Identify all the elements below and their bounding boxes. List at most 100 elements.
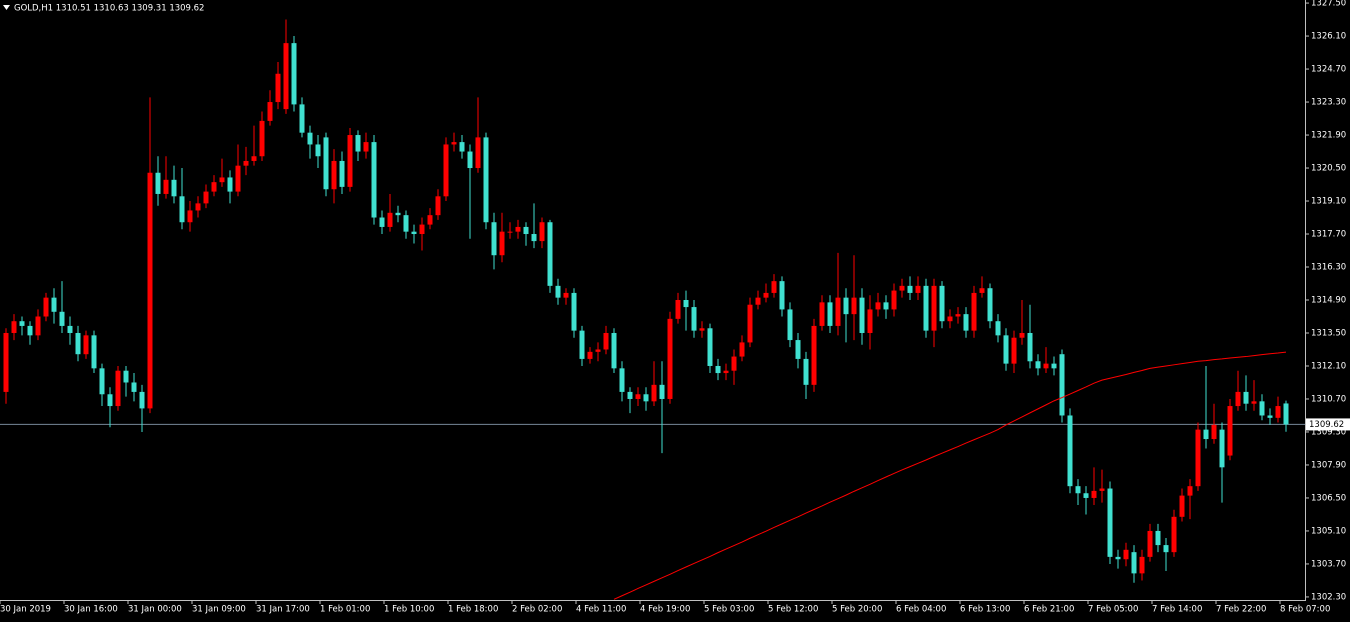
candle-body: [419, 224, 425, 235]
candle-body: [1275, 406, 1281, 418]
candle-body: [1059, 354, 1065, 416]
candle-body: [867, 309, 873, 333]
candle-body: [1139, 556, 1145, 574]
candle-body: [843, 297, 849, 315]
candle-body: [939, 285, 945, 322]
candle-body: [99, 368, 105, 395]
candle-body: [1195, 429, 1201, 487]
candle-body: [1187, 486, 1193, 496]
candle-body: [1075, 486, 1081, 494]
y-tick-label: 1323.30: [1311, 98, 1346, 108]
candle-body: [515, 226, 521, 232]
candle-body: [235, 165, 241, 192]
y-tick-label: 1302.30: [1311, 592, 1346, 602]
symbol-menu-arrow[interactable]: [3, 5, 10, 10]
candle-body: [291, 43, 297, 105]
candle-body: [179, 196, 185, 223]
candle-body: [275, 73, 281, 103]
candle-body: [683, 300, 689, 308]
candle-body: [1019, 332, 1025, 338]
candle-body: [203, 191, 209, 204]
candle-body: [1171, 516, 1177, 553]
candle-body: [547, 222, 553, 286]
candle-body: [139, 391, 145, 409]
candle-body: [579, 330, 585, 359]
candle-body: [787, 309, 793, 341]
candle-body: [1123, 549, 1129, 560]
x-tick-label: 6 Feb 21:00: [1024, 605, 1074, 615]
candle-body: [931, 285, 937, 331]
candle-body: [779, 281, 785, 310]
candle-body: [315, 144, 321, 157]
candle-body: [187, 210, 193, 223]
candle-body: [531, 234, 537, 242]
candle-body: [339, 160, 345, 187]
candle-body: [499, 231, 505, 256]
y-tick-label: 1319.10: [1311, 197, 1346, 207]
x-tick-label: 31 Jan 17:00: [256, 605, 310, 615]
candle-body: [971, 292, 977, 331]
x-tick-label: 30 Jan 2019: [0, 605, 51, 615]
candle-body: [363, 142, 369, 152]
candle-body: [115, 370, 121, 407]
candle-body: [211, 182, 217, 192]
candle-body: [67, 325, 73, 333]
candle-body: [1131, 552, 1137, 574]
candle-body: [19, 321, 25, 326]
candle-body: [1259, 401, 1265, 416]
candle-body: [1147, 530, 1153, 557]
candle-body: [83, 335, 89, 355]
x-tick-label: 1 Feb 18:00: [448, 605, 498, 615]
candle-body: [1011, 337, 1017, 364]
moving-average-line: [613, 351, 1287, 600]
candle-body: [819, 302, 825, 326]
candle-body: [131, 382, 137, 392]
candle-body: [715, 365, 721, 374]
candle-body: [491, 222, 497, 256]
candle-body: [747, 304, 753, 343]
candle-body: [243, 160, 249, 166]
candle-body: [355, 135, 361, 152]
candle-body: [91, 335, 97, 369]
candle-body: [827, 302, 833, 326]
candle-body: [563, 292, 569, 298]
candle-body: [35, 316, 41, 336]
candle-body: [883, 302, 889, 310]
x-tick-label: 7 Feb 05:00: [1088, 605, 1138, 615]
x-tick-label: 1 Feb 10:00: [384, 605, 434, 615]
candle-body: [51, 297, 57, 312]
candle-body: [1027, 332, 1033, 362]
candle-body: [147, 172, 153, 409]
y-tick-label: 1320.50: [1311, 164, 1346, 174]
current-price-box: [1306, 418, 1350, 431]
candle-body: [155, 172, 161, 194]
y-tick-label: 1306.50: [1311, 493, 1346, 503]
x-tick-label: 4 Feb 11:00: [576, 605, 626, 615]
candle-body: [1211, 424, 1217, 440]
x-tick-label: 31 Jan 09:00: [192, 605, 246, 615]
y-tick-label: 1309.30: [1311, 427, 1346, 437]
candle-body: [1051, 363, 1057, 369]
candle-body: [1251, 401, 1257, 404]
candle-body: [483, 137, 489, 223]
x-tick-label: 1 Feb 01:00: [320, 605, 370, 615]
candle-body: [75, 332, 81, 355]
candle-body: [691, 307, 697, 331]
candle-body: [1163, 545, 1169, 553]
candle-body: [259, 120, 265, 157]
candle-body: [27, 325, 33, 336]
candle-body: [379, 217, 385, 227]
candle-body: [3, 332, 9, 392]
candle-body: [635, 394, 641, 399]
y-tick-label: 1307.90: [1311, 460, 1346, 470]
candle-body: [811, 325, 817, 385]
candle-body: [11, 321, 17, 333]
candle-body: [987, 288, 993, 322]
candle-body: [1067, 415, 1073, 487]
candle-body: [307, 132, 313, 145]
candle-body: [123, 370, 129, 383]
y-tick-label: 1305.10: [1311, 526, 1346, 536]
candle-body: [611, 332, 617, 369]
candle-body: [955, 314, 961, 317]
